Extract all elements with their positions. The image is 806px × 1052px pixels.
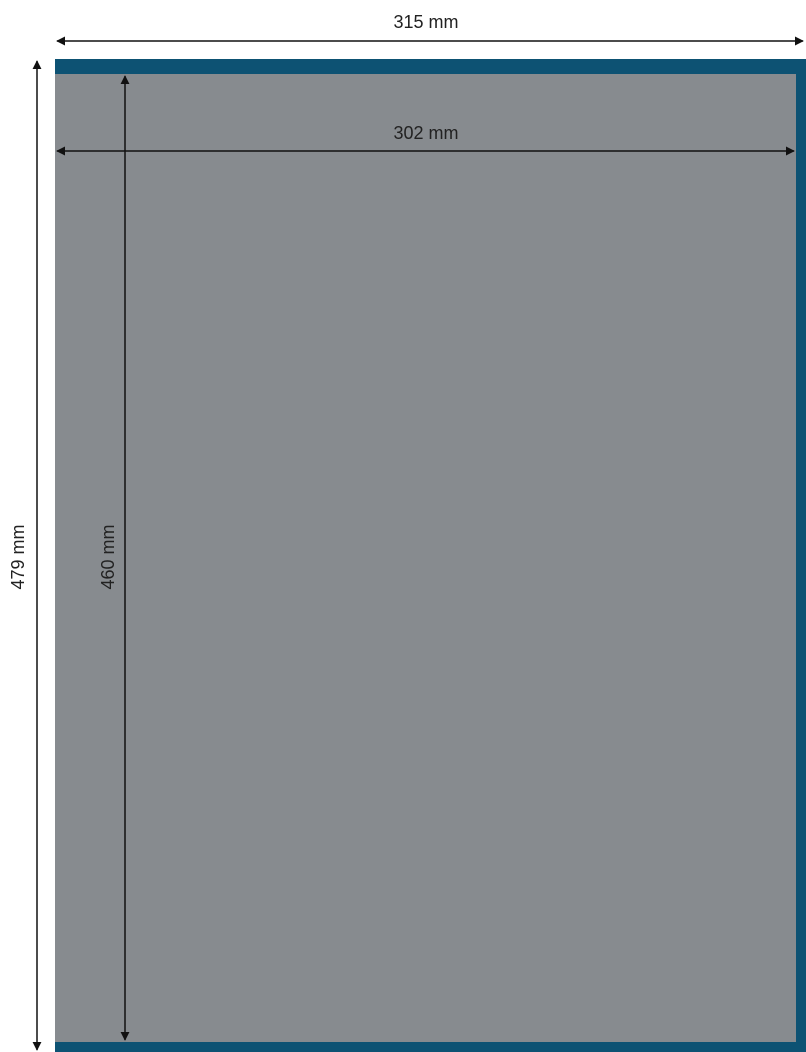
inner-height-label: 460 mm [98,524,118,589]
inner-panel [55,74,796,1042]
outer-width-label: 315 mm [393,12,458,32]
outer-height-label: 479 mm [8,524,28,589]
inner-width-label: 302 mm [393,123,458,143]
